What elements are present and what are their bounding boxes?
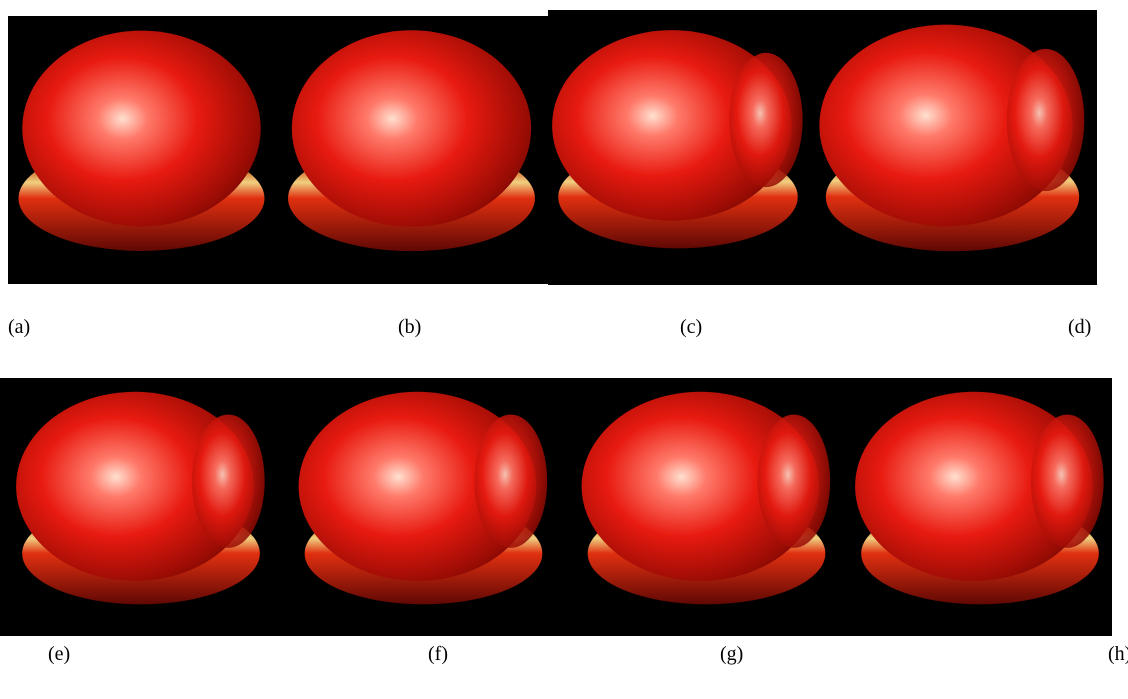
upper-lobe — [22, 31, 260, 227]
upper-lobe — [292, 30, 531, 226]
panel-label: (b) — [398, 316, 421, 338]
panel-label: (f) — [428, 643, 448, 665]
panel-image — [548, 10, 808, 285]
side-lobe — [192, 415, 265, 548]
panel-label: (c) — [680, 316, 702, 338]
panel-label: (d) — [1068, 316, 1091, 338]
side-lobe — [1007, 49, 1085, 191]
panel-image — [0, 378, 282, 636]
panel-label: (e) — [48, 643, 70, 665]
panel-label: (a) — [8, 316, 30, 338]
side-lobe — [729, 53, 802, 187]
panel-image — [282, 378, 565, 636]
panel-image — [8, 16, 275, 284]
figure: (a) (b) (c) (d) (e) (f) (g) (h) — [0, 0, 1128, 699]
panel-image — [848, 378, 1112, 636]
side-lobe — [1031, 415, 1104, 548]
page: (a)(b)(c)(d)(e)(f)(g)(h) (() => { const … — [0, 0, 1128, 699]
side-lobe — [474, 415, 547, 548]
panel-image — [808, 10, 1097, 285]
panel-label: (g) — [720, 643, 743, 665]
panel-image — [565, 378, 848, 636]
panel-image — [275, 16, 548, 284]
side-lobe — [757, 415, 830, 548]
panel-label: (h) — [1108, 643, 1128, 665]
